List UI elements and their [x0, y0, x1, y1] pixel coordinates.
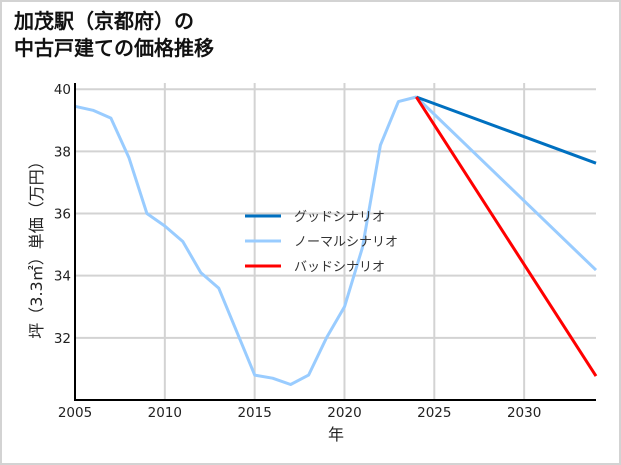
x-tick-label: 2010: [148, 405, 182, 421]
legend-label: グッドシナリオ: [294, 210, 385, 225]
chart-title: 加茂駅（京都府）の 中古戸建ての価格推移: [14, 8, 214, 62]
data-lines: [74, 95, 598, 386]
y-axis-ticks: 32 34 36 38 40: [54, 82, 71, 347]
x-tick-label: 2020: [327, 405, 361, 421]
series-line: [415, 96, 598, 377]
axes: [74, 83, 596, 401]
y-tick-label: 34: [54, 269, 71, 285]
chart-title-line-2: 中古戸建ての価格推移: [14, 36, 214, 60]
y-tick-label: 36: [54, 207, 71, 223]
x-tick-label: 2030: [507, 405, 541, 421]
x-tick-label: 2015: [237, 405, 271, 421]
x-axis-label: 年: [328, 425, 344, 444]
legend-label: ノーマルシナリオ: [294, 235, 398, 250]
y-tick-label: 32: [54, 331, 71, 347]
x-axis-ticks: 2005 2010 2015 2020 2025 2030: [58, 405, 541, 421]
y-axis-label: 坪（3.3㎡）単価（万円）: [27, 153, 46, 338]
x-tick-label: 2025: [417, 405, 451, 421]
series-line: [74, 95, 417, 386]
chart-title-line-1: 加茂駅（京都府）の: [14, 9, 194, 33]
x-tick-label: 2005: [58, 405, 92, 421]
y-tick-label: 40: [54, 82, 71, 98]
series-line: [415, 95, 598, 272]
legend-label: バッドシナリオ: [294, 260, 385, 275]
y-tick-label: 38: [54, 144, 71, 160]
series-line: [415, 95, 597, 165]
